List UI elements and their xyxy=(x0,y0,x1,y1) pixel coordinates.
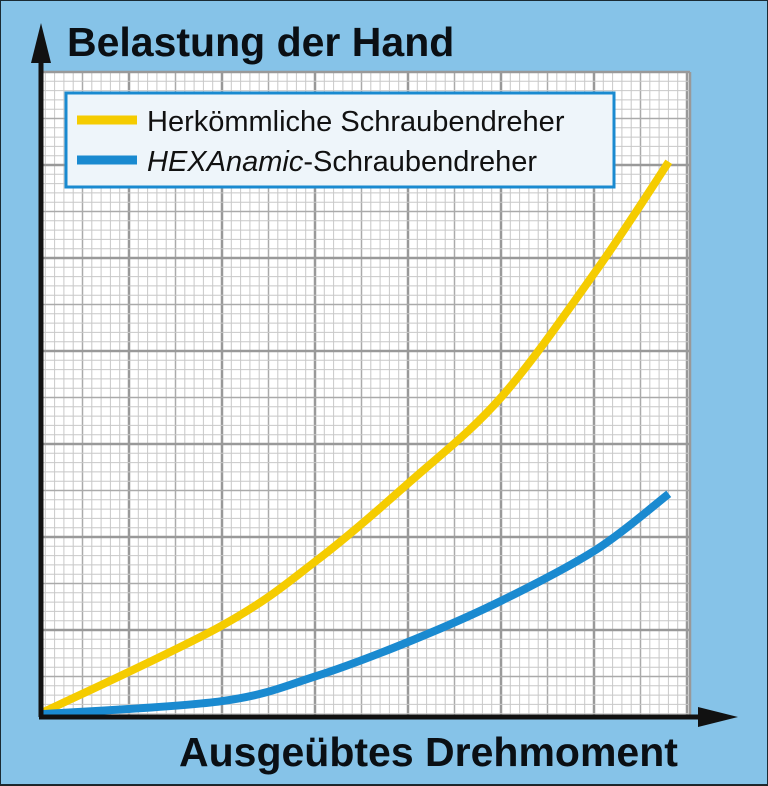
x-axis-arrow xyxy=(698,707,738,727)
legend-box xyxy=(64,91,616,189)
y-axis-arrow xyxy=(31,23,51,63)
series-line-conventional xyxy=(39,159,673,717)
series-line-hexanamic xyxy=(40,490,672,719)
x-axis-label: Ausgeübtes Drehmoment xyxy=(179,729,678,775)
legend: Herkömmliche Schraubendreher HEXAnamic-S… xyxy=(64,91,616,189)
legend-label-hexanamic: HEXAnamic-Schraubendreher xyxy=(147,146,537,178)
curves xyxy=(39,159,673,719)
chart-title: Belastung der Hand xyxy=(67,19,454,65)
legend-label-rest: -Schraubendreher xyxy=(303,146,537,178)
axes xyxy=(31,23,738,727)
legend-label-conventional: Herkömmliche Schraubendreher xyxy=(147,106,565,138)
legend-label-italic: HEXAnamic xyxy=(147,146,304,178)
